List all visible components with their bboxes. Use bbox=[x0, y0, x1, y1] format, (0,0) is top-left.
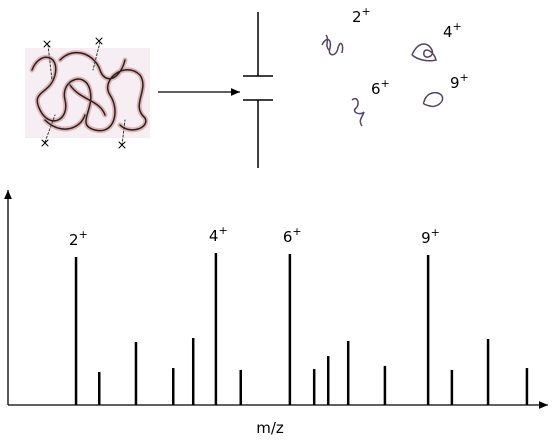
charge-sign: + bbox=[460, 71, 469, 84]
x-axis-label: m/z bbox=[256, 419, 284, 437]
charge-number: 2 bbox=[352, 8, 362, 26]
charge-number: 9 bbox=[421, 229, 431, 247]
charge-label: 2+ bbox=[352, 5, 371, 26]
protein bbox=[25, 37, 150, 149]
charge-label: 6+ bbox=[283, 225, 302, 246]
charge-sign: + bbox=[381, 77, 390, 90]
charge-number: 6 bbox=[371, 80, 381, 98]
ion-source bbox=[243, 12, 273, 168]
charge-number: 4 bbox=[443, 23, 453, 41]
charge-number: 6 bbox=[283, 228, 293, 246]
charge-sign: + bbox=[362, 5, 371, 18]
charge-label: 9+ bbox=[421, 226, 440, 247]
charge-sign: + bbox=[431, 226, 440, 239]
charge-sign: + bbox=[218, 224, 227, 237]
charge-number: 2 bbox=[69, 231, 79, 249]
charge-label: 4+ bbox=[209, 224, 228, 245]
charge-sign: + bbox=[453, 20, 462, 33]
charge-label: 9+ bbox=[450, 71, 469, 92]
charge-label: 2+ bbox=[69, 228, 88, 249]
charge-label: 4+ bbox=[443, 20, 462, 41]
charge-label: 6+ bbox=[371, 77, 390, 98]
charge-number: 9 bbox=[450, 74, 460, 92]
charge-sign: + bbox=[292, 225, 301, 238]
charge-sign: + bbox=[79, 228, 88, 241]
charge-number: 4 bbox=[209, 227, 219, 245]
ions bbox=[321, 34, 444, 127]
